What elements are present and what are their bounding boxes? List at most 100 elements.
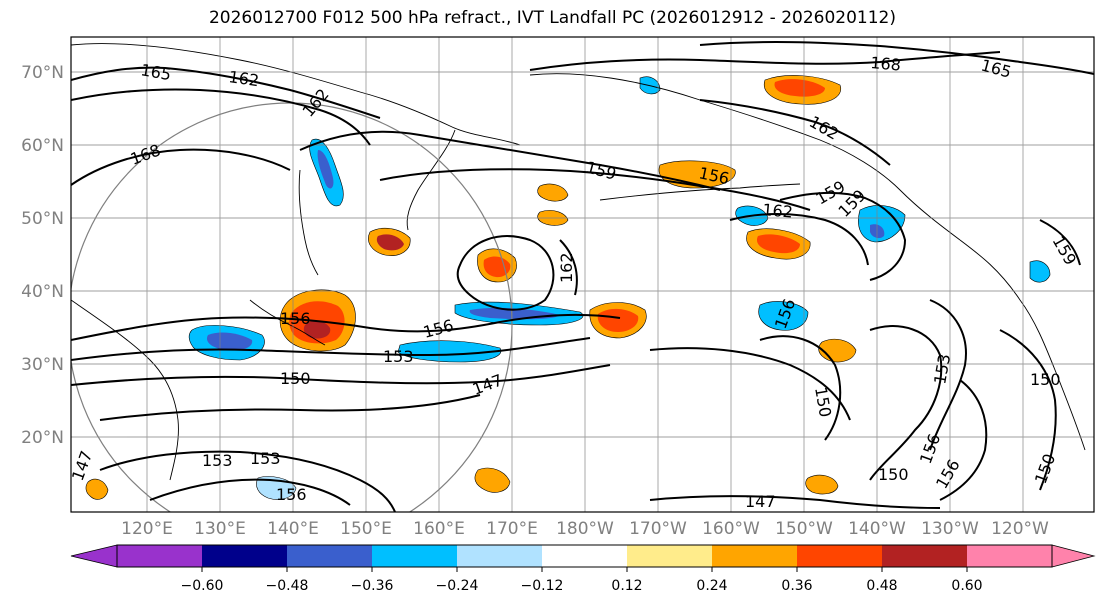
coast-alaska: [529, 73, 961, 241]
lon-label: 120°W: [991, 519, 1049, 539]
coast-aleutians: [599, 183, 801, 201]
contour-label: 150: [878, 465, 909, 484]
shade-tropics-orange: [474, 467, 511, 493]
colorbar-tick-label: 0.12: [611, 578, 642, 594]
shade-hokkaido-darkred: [303, 320, 331, 339]
coast-korea-china: [71, 299, 179, 481]
contour-159-coast: [1039, 219, 1081, 266]
lon-label: 170°W: [629, 519, 687, 539]
contour-label: 153: [250, 449, 281, 468]
contour-150-mideast: [649, 347, 851, 421]
chart-title: 2026012700 F012 500 hPa refract., IVT La…: [208, 8, 896, 28]
contour-147-south: [99, 394, 481, 421]
colorbar-segment: [712, 545, 797, 567]
contour-150-jet: [71, 364, 611, 386]
contour-153-jet: [71, 337, 591, 361]
contour-label: 153: [383, 347, 414, 366]
lat-label: 50°N: [21, 209, 64, 229]
colorbar-segment: [967, 545, 1052, 567]
contour-165-north: [71, 66, 381, 119]
lat-label: 60°N: [21, 136, 64, 156]
lat-label: 40°N: [21, 282, 64, 302]
contour-label: 150: [280, 369, 311, 388]
colorbar-tick-label: 0.36: [781, 578, 812, 594]
contour-168-north: [529, 51, 1001, 71]
lat-label: 70°N: [21, 63, 64, 83]
colorbar-segment: [372, 545, 457, 567]
colorbar-tick-label: −0.36: [351, 578, 394, 594]
shade-california-blue: [1029, 260, 1051, 283]
shade-philippines-orange: [85, 478, 109, 500]
contour-153-east: [929, 299, 967, 451]
coast-asia-north: [71, 43, 521, 146]
colorbar-segment: [1051, 544, 1096, 568]
lon-label: 180°W: [556, 519, 614, 539]
lon-label: 120°E: [121, 519, 173, 539]
lat-label: 20°N: [21, 428, 64, 448]
lon-label: 150°W: [775, 519, 833, 539]
contour-153-south: [149, 478, 351, 506]
contour-label: 162: [227, 67, 260, 90]
shade-aleutian-red: [756, 234, 800, 254]
colorbar-tick-label: −0.60: [181, 578, 224, 594]
shade-central-red: [597, 308, 639, 332]
map-frame: [70, 36, 1095, 513]
contour-label: 162: [762, 200, 794, 222]
contour-159-gulf: [779, 191, 907, 281]
shade-arctic-red: [774, 79, 825, 97]
contour-156-jet: [71, 313, 621, 341]
graticule: [71, 37, 1094, 512]
lon-label: 130°E: [194, 519, 246, 539]
lat-label: 30°N: [21, 355, 64, 375]
colorbar-segment: [882, 545, 967, 567]
contour-168-west: [71, 148, 291, 186]
lon-label: 140°W: [848, 519, 906, 539]
shade-sea-orange: [537, 183, 569, 202]
contour-label: 162: [557, 252, 576, 283]
contours: [71, 41, 1094, 512]
contour-150-east2: [869, 325, 943, 481]
lon-label: 160°W: [702, 519, 760, 539]
contour-162-midpac: [559, 239, 578, 296]
colorbar-segment: [797, 545, 882, 567]
shade-mideast-blue: [758, 301, 809, 331]
map-content: 165 162 162 168 159 156 162 162 168 165 …: [71, 37, 1094, 512]
contour-159-mid: [379, 168, 811, 211]
contour-label: 168: [870, 53, 902, 75]
lon-label: 150°E: [340, 519, 392, 539]
lon-label: 170°E: [486, 519, 538, 539]
contour-label: 147: [745, 492, 776, 511]
shade-kamchatka-west-core: [317, 150, 334, 189]
colorbar-segment: [542, 545, 627, 567]
contour-165-north-east: [699, 41, 1094, 75]
colorbar-segment: [202, 545, 287, 567]
colorbar-tick-label: 0.60: [951, 578, 982, 594]
colorbar-segment: [287, 545, 372, 567]
contour-162-north: [71, 88, 371, 146]
shade-jet-blue: [397, 340, 502, 363]
colorbar-segment: [627, 545, 712, 567]
colorbar-tick-label: −0.12: [521, 578, 564, 594]
contour-156-midpac-loop: [456, 235, 555, 311]
contour-150-east: [759, 335, 842, 441]
colorbar-tick-label: −0.24: [436, 578, 479, 594]
map-background: [71, 37, 1094, 512]
shade-midpac-red: [483, 256, 511, 278]
colorbar-segment: [70, 544, 118, 568]
contour-label: 153: [202, 451, 233, 470]
colorbar: −0.60 −0.48 −0.36 −0.24 −0.12 0.12 0.24 …: [70, 544, 1096, 594]
contour-162-gulf: [729, 213, 869, 266]
contour-162-alaska: [699, 99, 891, 166]
coast-na-west: [959, 239, 1086, 451]
contour-label: 150: [1030, 370, 1061, 389]
colorbar-tick-label: 0.24: [696, 578, 727, 594]
colorbar-segment: [457, 545, 542, 567]
lon-axis: 120°E 130°E 140°E 150°E 160°E 170°E 180°…: [121, 519, 1049, 539]
colorbar-segment: [117, 545, 202, 567]
contour-south-west-loops: [99, 450, 396, 512]
contour-147-bottom: [649, 495, 941, 509]
coast-japan: [249, 299, 326, 346]
shade-gulf-blue: [858, 205, 906, 243]
contour-label: 156: [280, 309, 311, 328]
